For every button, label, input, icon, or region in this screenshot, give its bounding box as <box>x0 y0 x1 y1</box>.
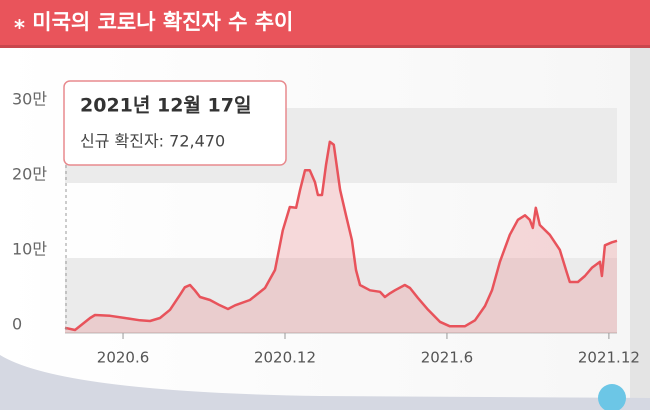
grid-band <box>65 258 617 333</box>
line <box>64 140 618 332</box>
y-tick-label: 10만 <box>12 240 47 259</box>
annotation-text: 신규 확진자: 72,470 <box>80 132 225 151</box>
x-tick-label: 2021.6 <box>421 349 474 367</box>
x-tick-label: 2020.12 <box>254 349 316 367</box>
virus-icon <box>598 384 626 410</box>
title-bar-edge <box>0 45 650 48</box>
area-fill <box>65 141 617 333</box>
y-tick-label: 0 <box>12 315 22 334</box>
annotation-box <box>63 80 287 166</box>
title-bar <box>0 0 650 45</box>
side-border <box>630 45 650 410</box>
x-tick-label: 2020.6 <box>97 349 150 367</box>
chart-title: ⁎ 미국의 코로나 확진자 수 추이 <box>14 10 293 34</box>
annotation-date: 2021년 12월 17일 <box>80 95 251 117</box>
bottom-decoration <box>0 355 650 410</box>
y-tick-label: 20만 <box>12 165 47 184</box>
y-tick-label: 30만 <box>12 90 47 109</box>
x-tick-label: 2021.12 <box>578 349 640 367</box>
